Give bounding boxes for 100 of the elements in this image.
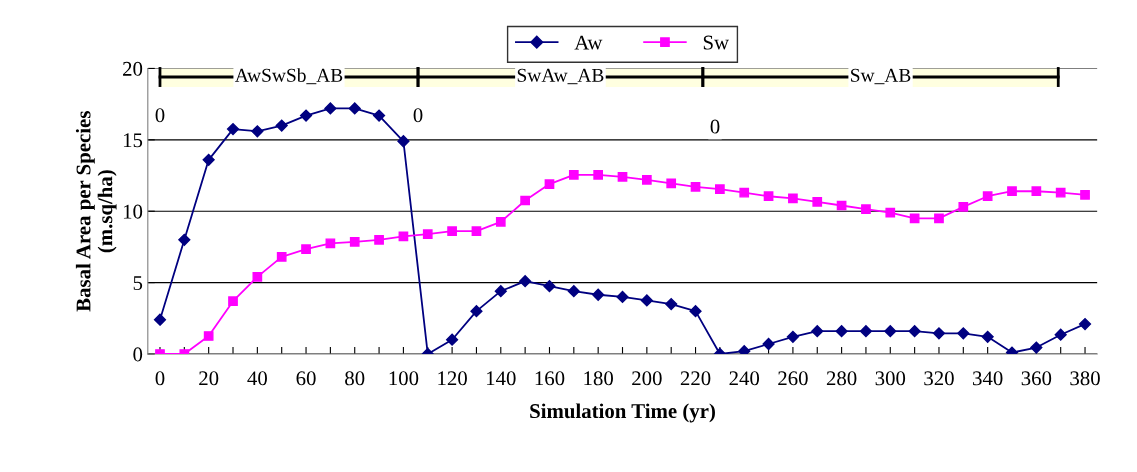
point xyxy=(324,102,337,115)
band-label: AwSwSb_AB xyxy=(234,68,343,85)
point xyxy=(567,285,580,298)
point xyxy=(568,169,579,180)
point xyxy=(689,305,702,318)
legend-label: Aw xyxy=(574,35,603,50)
point xyxy=(982,191,993,202)
x-tick-label: 120 xyxy=(438,371,467,386)
annotation: 0 xyxy=(710,119,720,134)
point xyxy=(544,179,555,189)
y-tick-label: 15 xyxy=(123,133,143,148)
band-label: Sw_AB xyxy=(851,68,911,85)
x-tick-label: 60 xyxy=(296,371,316,386)
point xyxy=(348,102,361,115)
point xyxy=(884,325,897,338)
point xyxy=(666,178,677,189)
x-tick-label: 40 xyxy=(247,371,267,386)
y-tick-label: 20 xyxy=(123,61,143,76)
point xyxy=(1080,189,1090,200)
x-tick-label: 360 xyxy=(1021,371,1052,386)
point xyxy=(471,226,482,237)
x-tick-label: 160 xyxy=(535,371,565,386)
point xyxy=(202,153,215,166)
y-axis-title: Basal Area per Species (m.sq/ha) xyxy=(75,111,117,312)
x-tick-label: 260 xyxy=(778,371,808,386)
point xyxy=(203,331,214,341)
point xyxy=(153,313,167,326)
legend-label: Sw xyxy=(703,35,729,50)
point xyxy=(520,195,530,206)
point xyxy=(715,184,725,194)
point xyxy=(981,330,994,343)
point xyxy=(299,109,313,122)
point xyxy=(908,325,921,338)
y-tick-label: 10 xyxy=(123,204,143,219)
point xyxy=(276,252,287,262)
band-label: SwAw_AB xyxy=(517,68,604,85)
point xyxy=(495,217,506,227)
point xyxy=(519,275,532,288)
point xyxy=(228,296,238,307)
point xyxy=(1078,317,1092,331)
point xyxy=(640,294,653,307)
point xyxy=(447,226,457,237)
point xyxy=(958,202,969,212)
y-tick-label: 5 xyxy=(133,276,143,291)
x-tick-label: 280 xyxy=(826,371,857,386)
point xyxy=(372,109,386,122)
x-tick-label: 240 xyxy=(729,371,760,386)
x-tick-label: 320 xyxy=(924,371,954,386)
point xyxy=(178,233,191,246)
x-tick-label: 200 xyxy=(632,371,662,386)
point xyxy=(934,213,944,224)
annotation: 0 xyxy=(155,108,165,123)
point xyxy=(957,327,970,340)
point xyxy=(763,191,774,202)
point xyxy=(592,288,605,301)
point xyxy=(446,333,459,346)
point xyxy=(861,204,871,214)
point xyxy=(470,305,483,318)
point xyxy=(275,119,288,132)
point xyxy=(325,238,336,249)
annotation: 0 xyxy=(413,108,423,123)
x-tick-label: 380 xyxy=(1070,371,1100,386)
point xyxy=(690,182,701,192)
point xyxy=(226,123,240,136)
point xyxy=(811,325,824,338)
point xyxy=(762,337,775,351)
point xyxy=(641,174,652,185)
point xyxy=(1055,187,1066,198)
x-tick-label: 80 xyxy=(345,371,365,386)
x-tick-label: 0 xyxy=(155,371,165,386)
x-tick-label: 100 xyxy=(389,371,419,386)
x-tick-label: 300 xyxy=(875,371,906,386)
point xyxy=(616,290,629,303)
point xyxy=(301,244,311,254)
point xyxy=(788,193,798,204)
point xyxy=(398,231,409,242)
point xyxy=(543,280,556,293)
x-tick-label: 20 xyxy=(199,371,219,386)
point xyxy=(1031,186,1042,197)
point xyxy=(593,169,604,180)
point xyxy=(932,327,946,340)
point xyxy=(859,325,873,338)
point xyxy=(1007,186,1017,197)
point xyxy=(835,325,848,338)
point xyxy=(909,213,920,224)
x-tick-label: 140 xyxy=(487,371,516,386)
x-tick-label: 340 xyxy=(973,371,1003,386)
point xyxy=(1054,328,1067,341)
point xyxy=(422,229,433,239)
x-tick-label: 220 xyxy=(680,371,711,386)
point xyxy=(1030,341,1043,354)
y-tick-label: 0 xyxy=(133,347,143,362)
point xyxy=(739,187,750,198)
point xyxy=(885,207,896,218)
point xyxy=(617,172,628,182)
point xyxy=(665,297,678,311)
x-tick-label: 180 xyxy=(584,371,613,386)
point xyxy=(252,272,263,282)
point xyxy=(786,330,800,343)
point xyxy=(251,125,264,138)
